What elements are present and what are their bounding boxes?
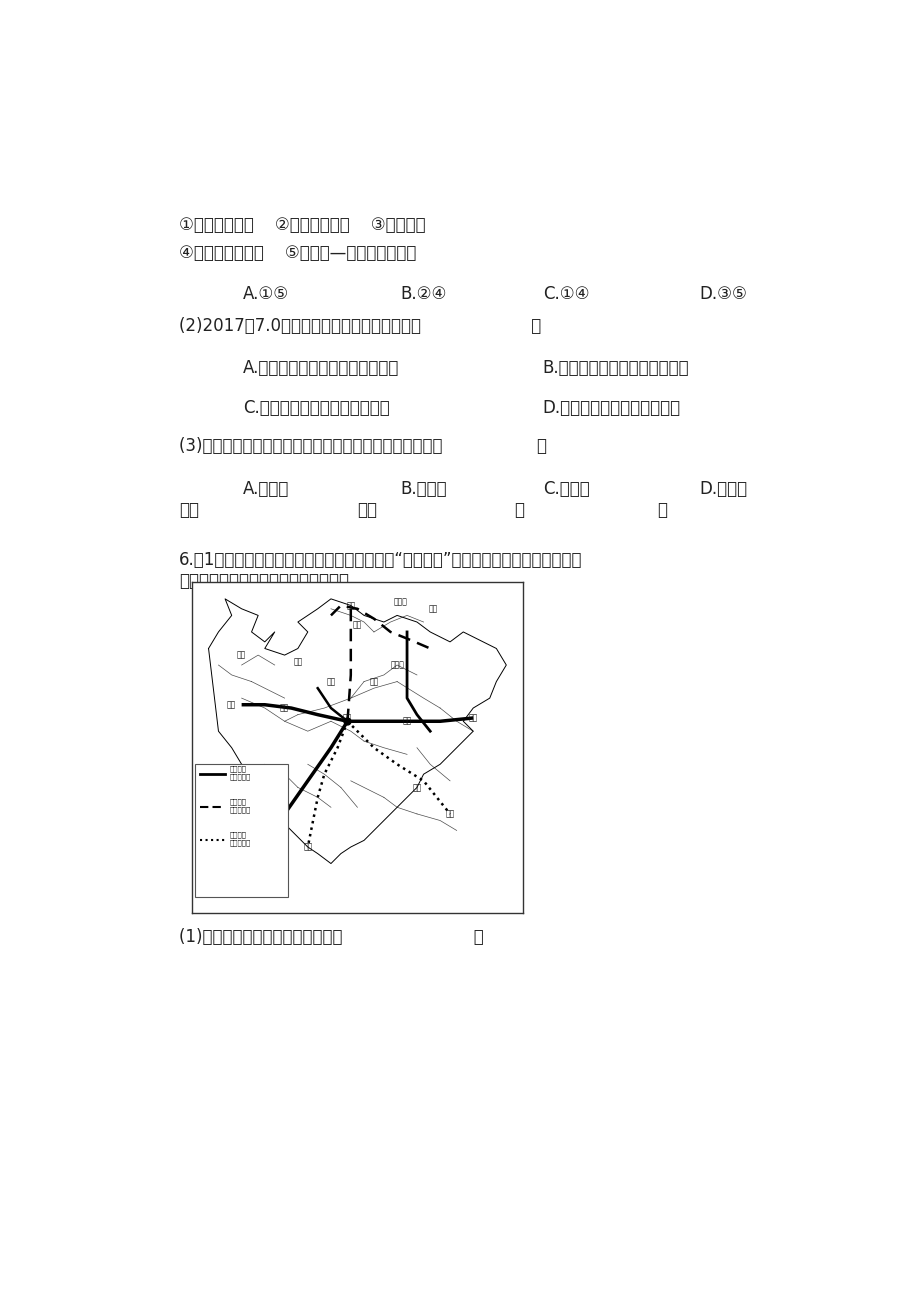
Text: A.①⑤: A.①⑤ — [243, 285, 289, 302]
Text: 6.（1分）秦岭北麓（麓，指山脚）的西安，在“八纵八横”的中国高鐵时代更加凸显其鐵: 6.（1分）秦岭北麓（麓，指山脚）的西安，在“八纵八横”的中国高鐵时代更加凸显其… — [179, 551, 582, 569]
Text: (3)我国东部地区，受海陆热力差异影响，形成了显著的（                  ）: (3)我国东部地区，受海陆热力差异影响，形成了显著的（ ） — [179, 437, 547, 454]
Text: 气候: 气候 — [357, 501, 377, 519]
Text: C.南极洲板块与美洲板块交界处: C.南极洲板块与美洲板块交界处 — [243, 398, 390, 417]
Text: ①板块碰撞边界    ②板块张裂边界    ③板块内部: ①板块碰撞边界 ②板块张裂边界 ③板块内部 — [179, 216, 425, 234]
Text: B.非洲板块与印度洋板块交界处: B.非洲板块与印度洋板块交界处 — [542, 359, 688, 376]
Text: B.②④: B.②④ — [400, 285, 446, 302]
Text: C.①④: C.①④ — [542, 285, 589, 302]
Text: D.非洲板块与亚欧板块交界处: D.非洲板块与亚欧板块交界处 — [542, 398, 680, 417]
Text: (2)2017年7.0级以上地震的震中主要分布在（                     ）: (2)2017年7.0级以上地震的震中主要分布在（ ） — [179, 316, 541, 335]
Text: 路板组地位。结合图，完成下面小题。: 路板组地位。结合图，完成下面小题。 — [179, 573, 349, 590]
Text: A.海洋性: A.海洋性 — [243, 480, 289, 499]
Text: A.太平洋板块与南极洲板块交界处: A.太平洋板块与南极洲板块交界处 — [243, 359, 399, 376]
Text: D.雨林气: D.雨林气 — [698, 480, 747, 499]
Text: B.大陆性: B.大陆性 — [400, 480, 447, 499]
Text: 候: 候 — [514, 501, 524, 519]
Text: ④环太平洋地震带    ⑤地中海—喜马拉雅地震带: ④环太平洋地震带 ⑤地中海—喜马拉雅地震带 — [179, 245, 416, 263]
Text: D.③⑤: D.③⑤ — [698, 285, 747, 302]
Text: 候: 候 — [656, 501, 666, 519]
Text: (1)西安位于我国四大地理区域的（                         ）: (1)西安位于我国四大地理区域的（ ） — [179, 928, 483, 947]
Text: 气候: 气候 — [179, 501, 199, 519]
Text: C.季风气: C.季风气 — [542, 480, 589, 499]
